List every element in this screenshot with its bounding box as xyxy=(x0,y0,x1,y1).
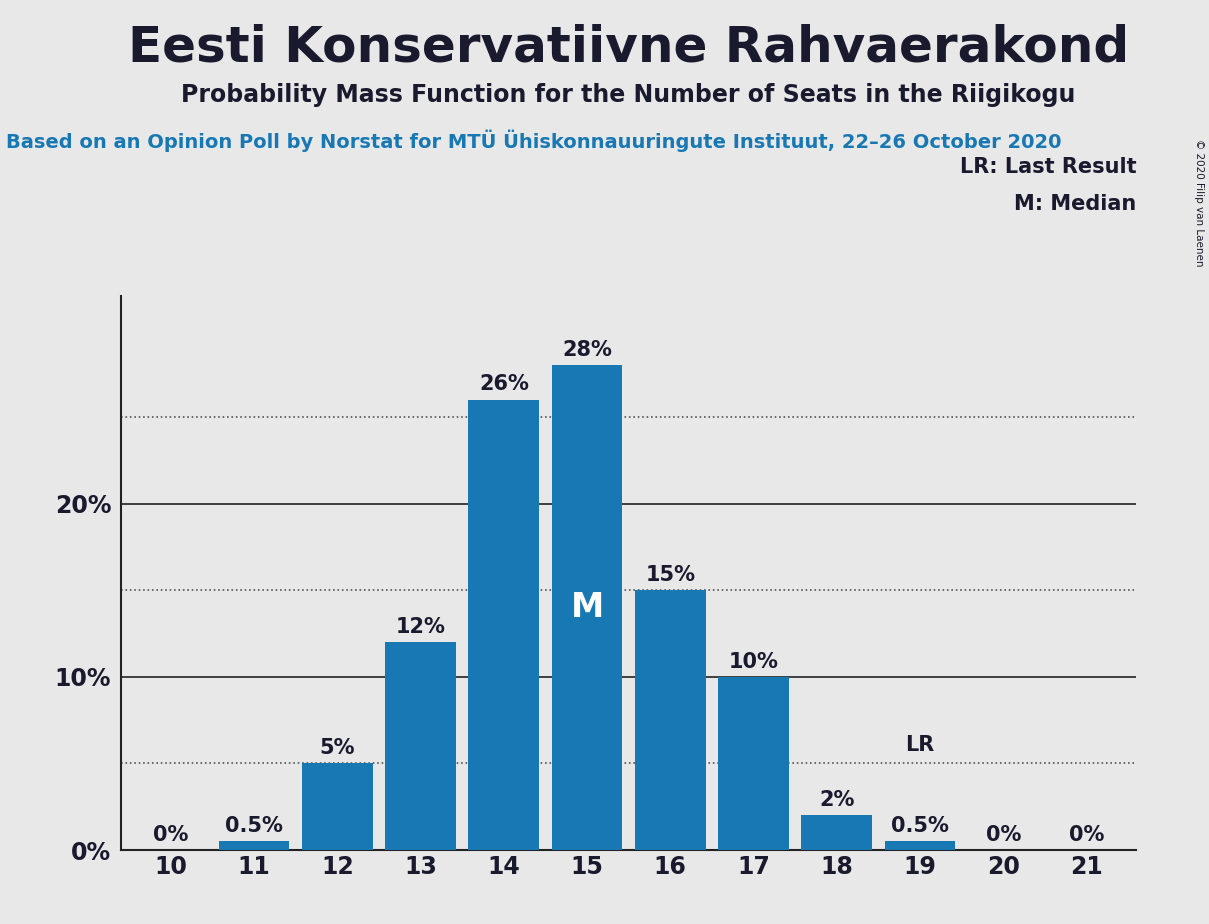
Text: 26%: 26% xyxy=(479,374,528,395)
Text: LR: LR xyxy=(906,735,935,755)
Text: 0%: 0% xyxy=(1069,825,1104,845)
Text: 28%: 28% xyxy=(562,340,612,359)
Bar xyxy=(468,399,539,850)
Text: Probability Mass Function for the Number of Seats in the Riigikogu: Probability Mass Function for the Number… xyxy=(181,83,1076,107)
Bar xyxy=(302,763,372,850)
Text: M: Median: M: Median xyxy=(1014,194,1136,214)
Bar xyxy=(885,842,955,850)
Text: 0.5%: 0.5% xyxy=(891,816,949,836)
Text: 0.5%: 0.5% xyxy=(225,816,283,836)
Text: 5%: 5% xyxy=(319,738,355,759)
Text: Eesti Konservatiivne Rahvaerakond: Eesti Konservatiivne Rahvaerakond xyxy=(128,23,1129,71)
Text: Based on an Opinion Poll by Norstat for MTÜ Ühiskonnauuringute Instituut, 22–26 : Based on an Opinion Poll by Norstat for … xyxy=(6,129,1062,152)
Text: M: M xyxy=(571,591,603,624)
Text: 0%: 0% xyxy=(985,825,1020,845)
Text: 2%: 2% xyxy=(820,790,855,810)
Text: 15%: 15% xyxy=(646,565,695,585)
Bar xyxy=(635,590,706,850)
Text: 0%: 0% xyxy=(154,825,189,845)
Bar xyxy=(551,365,623,850)
Text: LR: Last Result: LR: Last Result xyxy=(960,157,1136,177)
Text: 12%: 12% xyxy=(395,617,445,637)
Bar xyxy=(718,676,789,850)
Bar xyxy=(802,816,872,850)
Text: 10%: 10% xyxy=(729,651,779,672)
Bar xyxy=(386,642,456,850)
Bar xyxy=(219,842,289,850)
Text: © 2020 Filip van Laenen: © 2020 Filip van Laenen xyxy=(1194,139,1204,266)
